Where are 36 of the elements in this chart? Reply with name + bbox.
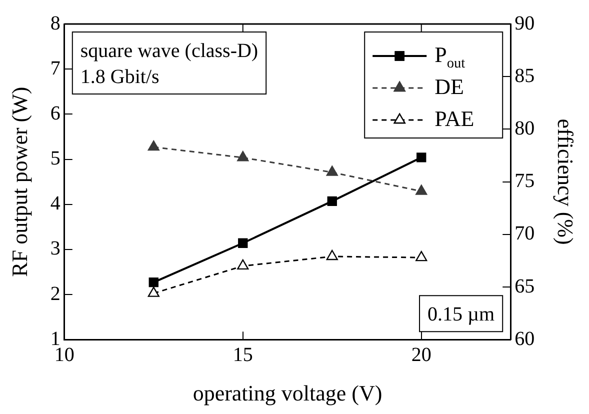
point bbox=[326, 250, 338, 260]
y2-axis-title: efficiency (%) bbox=[553, 118, 578, 245]
x-tick-label: 15 bbox=[232, 344, 253, 366]
y-axis-title: RF output power (W) bbox=[6, 86, 32, 277]
y2-tick-label: 90 bbox=[514, 12, 535, 34]
point bbox=[237, 151, 249, 162]
point bbox=[327, 196, 337, 206]
y-tick-label: 6 bbox=[50, 102, 60, 124]
y2-tick-label: 60 bbox=[514, 328, 535, 350]
point bbox=[148, 286, 160, 297]
x-tick-label: 10 bbox=[54, 344, 74, 366]
annotation: 0.15 µm bbox=[428, 304, 496, 326]
point bbox=[416, 152, 426, 162]
point bbox=[148, 140, 160, 151]
y-tick-label: 3 bbox=[50, 238, 60, 260]
y-tick-label: 8 bbox=[50, 12, 60, 34]
y2-tick-label: 80 bbox=[514, 117, 535, 140]
y2-tick-label: 75 bbox=[514, 170, 535, 192]
y2-tick-label: 85 bbox=[514, 64, 535, 87]
point bbox=[416, 250, 428, 262]
point bbox=[237, 259, 249, 270]
legend-label: DE bbox=[434, 74, 464, 99]
y-tick-label: 5 bbox=[50, 148, 60, 170]
legend-label: PAE bbox=[434, 106, 474, 131]
point bbox=[416, 184, 428, 195]
point bbox=[326, 166, 338, 176]
y-tick-label: 2 bbox=[50, 282, 60, 305]
x-axis-title: operating voltage (V) bbox=[192, 380, 382, 406]
y2-tick-label: 70 bbox=[514, 222, 535, 245]
y-tick-label: 7 bbox=[50, 57, 60, 80]
x-tick-label: 20 bbox=[411, 344, 432, 366]
y2-tick-label: 65 bbox=[514, 275, 535, 298]
point bbox=[238, 238, 248, 248]
annotation: square wave (class-D) 1.8 Gbit/s bbox=[80, 40, 258, 88]
y-tick-label: 4 bbox=[50, 192, 60, 215]
point bbox=[148, 278, 158, 288]
